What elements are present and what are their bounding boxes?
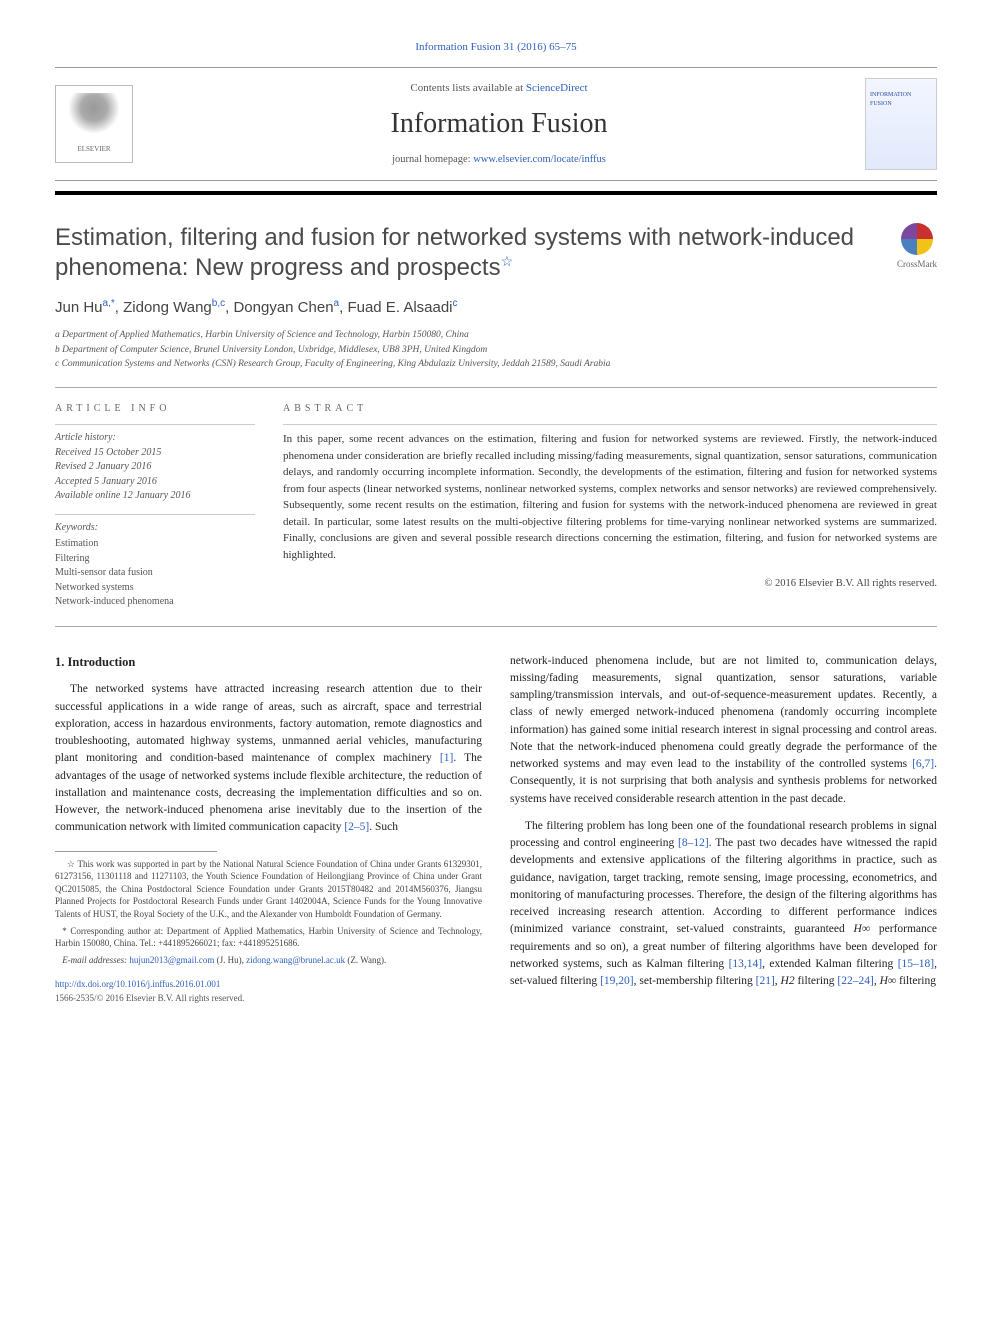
history-item: Available online 12 January 2016 xyxy=(55,490,191,501)
author-name: Jun Hu xyxy=(55,299,103,316)
crossmark-label: CrossMark xyxy=(897,258,937,271)
paper-title: Estimation, filtering and fusion for net… xyxy=(55,223,897,283)
abstract-heading: ABSTRACT xyxy=(283,402,937,416)
author-name: Zidong Wang xyxy=(123,299,212,316)
corresponding-footnote: * Corresponding author at: Department of… xyxy=(55,925,482,950)
email-paren-1: (J. Hu), xyxy=(214,955,246,965)
body-paragraph: The networked systems have attracted inc… xyxy=(55,681,482,836)
journal-cover-thumbnail: INFORMATION FUSION xyxy=(865,78,937,170)
author-sup: b,c xyxy=(212,298,225,309)
author-name: Dongyan Chen xyxy=(233,299,333,316)
authors-line: Jun Hua,*, Zidong Wangb,c, Dongyan Chena… xyxy=(55,297,937,318)
body-text: The networked systems have attracted inc… xyxy=(55,683,482,764)
section-heading-1: 1. Introduction xyxy=(55,653,482,672)
citation-link[interactable]: [13,14] xyxy=(729,958,763,970)
footnotes: ☆ This work was supported in part by the… xyxy=(55,858,482,967)
copyright-line: © 2016 Elsevier B.V. All rights reserved… xyxy=(283,577,937,592)
author-name: Fuad E. Alsaadi xyxy=(347,299,452,316)
body-text: . The past two decades have witnessed th… xyxy=(510,837,937,935)
funding-footnote: ☆ This work was supported in part by the… xyxy=(55,858,482,921)
citation-link[interactable]: [15–18] xyxy=(898,958,934,970)
elsevier-logo-label: ELSEVIER xyxy=(77,145,110,155)
history-label: Article history: xyxy=(55,432,116,443)
body-text: . The advantages of the usage of network… xyxy=(55,752,482,833)
title-text: Estimation, filtering and fusion for net… xyxy=(55,224,854,281)
keyword-item: Estimation xyxy=(55,538,98,549)
homepage-line: journal homepage: www.elsevier.com/locat… xyxy=(133,153,865,168)
journal-reference-line: Information Fusion 31 (2016) 65–75 xyxy=(55,40,937,55)
article-history: Article history: Received 15 October 201… xyxy=(55,424,255,504)
crossmark-circle-icon xyxy=(901,223,933,255)
body-text: , extended Kalman filtering xyxy=(762,958,898,970)
history-item: Received 15 October 2015 xyxy=(55,447,161,458)
journal-name: Information Fusion xyxy=(133,104,865,143)
author-sup: c xyxy=(453,298,458,309)
affiliation-line: a Department of Applied Mathematics, Har… xyxy=(55,328,937,342)
doi-block: http://dx.doi.org/10.1016/j.inffus.2016.… xyxy=(55,978,482,1005)
citation-link[interactable]: [1] xyxy=(440,752,453,764)
citation-link[interactable]: [6,7] xyxy=(912,758,934,770)
citation-link[interactable]: [21] xyxy=(756,975,775,987)
abstract-text: In this paper, some recent advances on t… xyxy=(283,424,937,563)
keyword-item: Networked systems xyxy=(55,582,134,593)
keywords-block: Keywords: Estimation Filtering Multi-senso… xyxy=(55,514,255,610)
keywords-label: Keywords: xyxy=(55,521,255,536)
body-text: . Such xyxy=(369,821,398,833)
history-item: Accepted 5 January 2016 xyxy=(55,476,157,487)
body-text: network-induced phenomena include, but a… xyxy=(510,655,937,771)
sciencedirect-link[interactable]: ScienceDirect xyxy=(526,82,588,94)
citation-link[interactable]: [19,20] xyxy=(600,975,634,987)
homepage-prefix: journal homepage: xyxy=(392,154,473,165)
author-sup: a xyxy=(334,298,340,309)
issn-line: 1566-2535/© 2016 Elsevier B.V. All right… xyxy=(55,993,244,1003)
thin-rule-2 xyxy=(55,626,937,627)
keyword-item: Network-induced phenomena xyxy=(55,596,174,607)
keyword-item: Filtering xyxy=(55,553,89,564)
citation-link[interactable]: [2–5] xyxy=(344,821,369,833)
citation-link[interactable]: [8–12] xyxy=(678,837,709,849)
affiliations: a Department of Applied Mathematics, Har… xyxy=(55,328,937,371)
body-paragraph: The filtering problem has long been one … xyxy=(510,818,937,991)
author-sup: a,* xyxy=(103,298,115,309)
body-text: , set-membership filtering xyxy=(634,975,756,987)
history-item: Revised 2 January 2016 xyxy=(55,461,151,472)
body-text: filtering xyxy=(896,975,936,987)
body-text: filtering xyxy=(795,975,838,987)
math-symbol: H∞ xyxy=(880,975,897,987)
email-footnote: E-mail addresses: hujun2013@gmail.com (J… xyxy=(55,954,482,967)
affiliation-line: c Communication Systems and Networks (CS… xyxy=(55,357,937,371)
elsevier-logo: ELSEVIER xyxy=(55,85,133,163)
math-symbol: H2 xyxy=(781,975,795,987)
homepage-link[interactable]: www.elsevier.com/locate/inffus xyxy=(473,154,606,165)
citation-link[interactable]: [22–24] xyxy=(837,975,873,987)
thick-rule xyxy=(55,191,937,195)
email-label: E-mail addresses: xyxy=(62,955,129,965)
cover-title: INFORMATION FUSION xyxy=(870,91,932,108)
email-paren-2: (Z. Wang). xyxy=(345,955,386,965)
article-info-heading: ARTICLE INFO xyxy=(55,402,255,416)
affiliation-line: b Department of Computer Science, Brunel… xyxy=(55,343,937,357)
keyword-item: Multi-sensor data fusion xyxy=(55,567,153,578)
elsevier-tree-icon xyxy=(69,93,119,143)
body-column-left: 1. Introduction The networked systems ha… xyxy=(55,653,482,1006)
footnote-rule xyxy=(55,851,217,852)
math-symbol: H∞ xyxy=(854,923,871,935)
email-link-1[interactable]: hujun2013@gmail.com xyxy=(129,955,214,965)
thin-rule-1 xyxy=(55,387,937,388)
email-link-2[interactable]: zidong.wang@brunel.ac.uk xyxy=(246,955,345,965)
doi-link[interactable]: http://dx.doi.org/10.1016/j.inffus.2016.… xyxy=(55,979,220,989)
contents-line: Contents lists available at ScienceDirec… xyxy=(133,81,865,96)
body-paragraph: network-induced phenomena include, but a… xyxy=(510,653,937,808)
journal-header-band: ELSEVIER Contents lists available at Sci… xyxy=(55,67,937,181)
crossmark-badge[interactable]: CrossMark xyxy=(897,223,937,271)
body-column-right: network-induced phenomena include, but a… xyxy=(510,653,937,1006)
title-star-icon: ☆ xyxy=(501,253,514,269)
contents-prefix: Contents lists available at xyxy=(410,82,525,94)
